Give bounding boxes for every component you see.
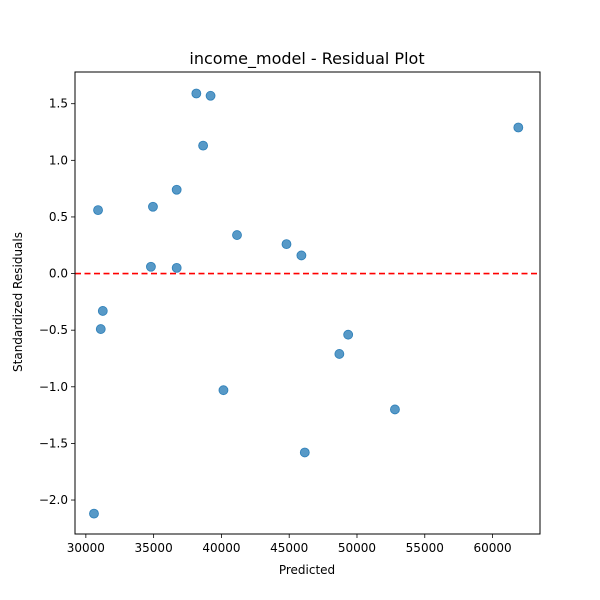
scatter-point-11 xyxy=(218,385,229,396)
x-tick-label: 30000 xyxy=(67,541,105,555)
scatter-point-17 xyxy=(343,329,354,340)
scatter-point-16 xyxy=(334,349,345,359)
y-tick-label: −2.0 xyxy=(39,493,68,507)
scatter-point-8 xyxy=(191,88,202,99)
x-tick-label: 35000 xyxy=(135,541,173,555)
scatter-point-18 xyxy=(390,404,400,415)
scatter-point-1 xyxy=(93,205,103,216)
x-tick-label: 60000 xyxy=(473,541,511,555)
x-tick-label: 45000 xyxy=(270,541,308,555)
y-tick-label: −1.0 xyxy=(39,380,68,394)
y-tick-label: 1.0 xyxy=(49,153,68,167)
scatter-point-14 xyxy=(296,250,307,261)
scatter-points-layer xyxy=(89,88,524,519)
scatter-point-9 xyxy=(198,140,209,151)
scatter-point-19 xyxy=(513,122,524,133)
axis-ticks-layer: 30000 35000 40000 45000 50000 55000 60000 −2.0 −… xyxy=(39,97,512,555)
scatter-point-12 xyxy=(232,230,242,240)
scatter-point-13 xyxy=(281,239,292,250)
scatter-point-5 xyxy=(148,201,158,212)
scatter-point-15 xyxy=(299,447,310,458)
y-tick-label: 0.0 xyxy=(49,267,68,281)
y-tick-label: 1.5 xyxy=(49,97,68,111)
y-tick-label: −1.5 xyxy=(39,436,68,450)
x-tick-label: 55000 xyxy=(406,541,444,555)
x-tick-label: 40000 xyxy=(202,541,240,555)
y-tick-label: 0.5 xyxy=(49,210,68,224)
scatter-point-10 xyxy=(205,90,216,101)
x-tick-label: 50000 xyxy=(338,541,376,555)
scatter-point-3 xyxy=(97,306,108,316)
y-tick-label: −0.5 xyxy=(39,323,68,337)
scatter-point-2 xyxy=(95,324,106,334)
chart-title: income_model - Residual Plot xyxy=(189,49,424,69)
x-axis-label: Predicted xyxy=(279,563,335,577)
scatter-point-4 xyxy=(146,261,156,272)
y-axis-label: Standardized Residuals xyxy=(11,232,25,372)
scatter-point-6 xyxy=(171,262,182,273)
scatter-point-7 xyxy=(171,184,182,195)
scatter-point-0 xyxy=(89,508,99,519)
plot-frame xyxy=(74,71,541,535)
